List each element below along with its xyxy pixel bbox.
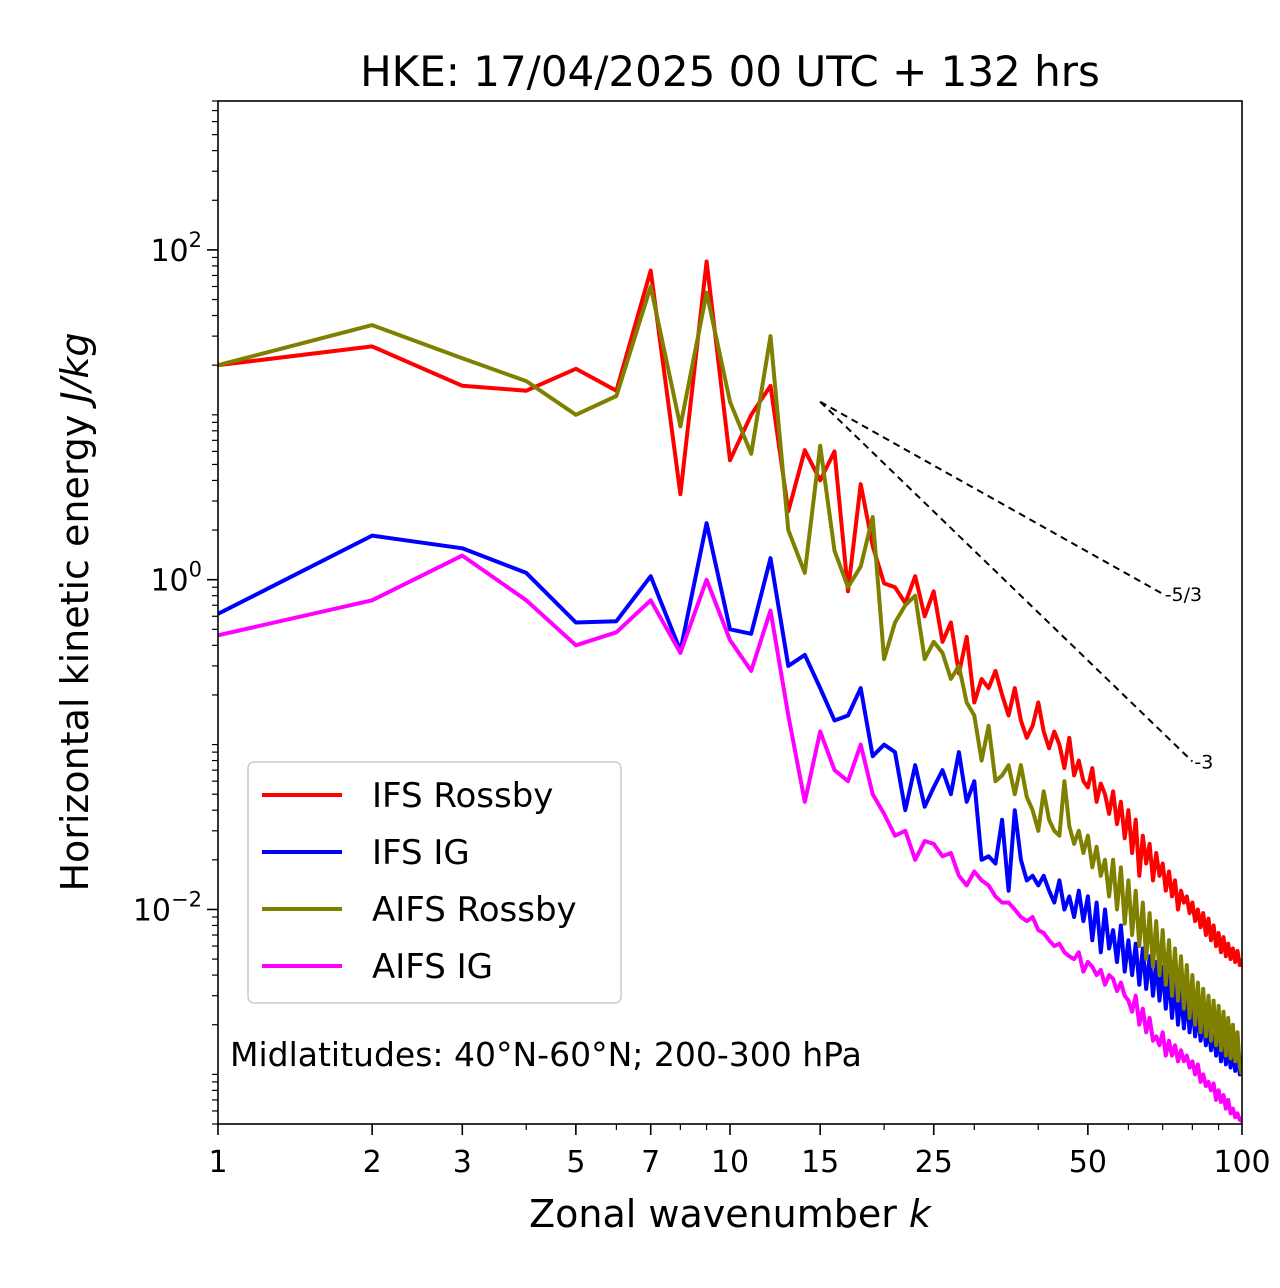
y-tick-base: 10 <box>150 564 188 599</box>
x-tick-label: 15 <box>801 1145 839 1180</box>
x-axis-label-text: Zonal wavenumber <box>529 1192 897 1236</box>
reference-line-label-1: -3 <box>1194 751 1213 773</box>
y-tick-base: 10 <box>150 234 188 269</box>
y-tick-label: 102 <box>150 228 202 269</box>
legend-entries: IFS Rossby IFS IG AIFS Rossby AIFS IG <box>262 776 577 987</box>
legend-box <box>247 761 622 1004</box>
plot-frame <box>217 100 1243 1125</box>
legend-label-2: AIFS Rossby <box>372 890 577 930</box>
reference-line-label-0: -5/3 <box>1165 584 1202 606</box>
y-tick-exponent: 0 <box>189 558 202 582</box>
y-axis-label-unit: J/kg <box>53 332 97 409</box>
series-line-3 <box>218 553 1242 1123</box>
y-tick-label: 100 <box>150 558 202 599</box>
x-tick-label: 2 <box>363 1145 382 1180</box>
x-tick-label: 100 <box>1213 1145 1270 1180</box>
x-tick-label: 10 <box>711 1145 749 1180</box>
x-axis-label: Zonal wavenumber k <box>529 1192 933 1236</box>
reference-line-1 <box>819 401 1194 763</box>
series-line-0 <box>218 259 1242 968</box>
legend-label-3: AIFS IG <box>372 947 493 987</box>
x-tick-label: 50 <box>1069 1145 1107 1180</box>
reference-lines: -5/3 -3 <box>819 400 1213 773</box>
y-tick-base: 10 <box>133 893 171 928</box>
legend-label-1: IFS IG <box>372 833 470 873</box>
y-tick-label: 10−2 <box>133 887 202 928</box>
series-line-2 <box>218 284 1242 1076</box>
legend-label-0: IFS Rossby <box>372 776 553 816</box>
legend: IFS Rossby IFS IG AIFS Rossby AIFS IG <box>247 761 622 1004</box>
y-tick-exponent: −2 <box>171 887 202 911</box>
chart-title: HKE: 17/04/2025 00 UTC + 132 hrs <box>360 47 1100 96</box>
y-tick-exponent: 2 <box>189 228 202 252</box>
x-tick-label: 5 <box>566 1145 585 1180</box>
x-tick-label: 1 <box>208 1145 227 1180</box>
y-axis-label: Horizontal kinetic energy J/kg <box>53 332 97 891</box>
x-tick-label: 7 <box>641 1145 660 1180</box>
region-annotation: Midlatitudes: 40°N-60°N; 200-300 hPa <box>230 1035 862 1074</box>
x-axis-label-symbol: k <box>909 1192 933 1236</box>
x-tick-label: 3 <box>453 1145 472 1180</box>
y-axis-label-text: Horizontal kinetic energy <box>53 415 97 892</box>
series-layer <box>218 259 1242 1123</box>
reference-line-0 <box>819 400 1164 595</box>
x-tick-label: 25 <box>915 1145 953 1180</box>
